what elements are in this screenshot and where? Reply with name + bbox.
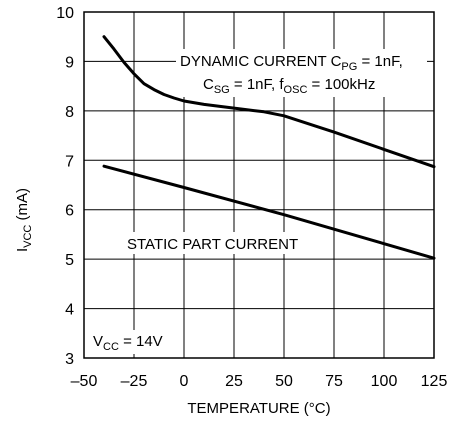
x-tick-label: 100 — [371, 373, 398, 390]
dyn2-c: = 100kHz — [307, 76, 375, 93]
vcc-a: V — [93, 333, 103, 350]
dynamic-annotation-line1: DYNAMIC CURRENT CPG = 1nF, — [180, 53, 403, 73]
vcc-sub: CC — [103, 341, 119, 353]
dyn2-sub1: SG — [214, 84, 230, 96]
y-tick-labels: 3 4 5 6 7 8 9 10 — [56, 5, 74, 368]
x-tick-label: 75 — [325, 373, 343, 390]
dyn1-sub: PG — [341, 61, 357, 73]
y-tick-label: 7 — [65, 153, 74, 170]
y-tick-label: 5 — [65, 252, 74, 269]
y-tick-label: 9 — [65, 54, 74, 71]
y-tick-label: 3 — [65, 351, 74, 368]
static-annotation: STATIC PART CURRENT — [127, 236, 298, 253]
y-axis-title-rest: (mA) — [14, 188, 31, 225]
x-axis-title: TEMPERATURE (°C) — [187, 400, 330, 417]
y-tick-label: 10 — [56, 5, 74, 22]
y-axis-title-sub: VCC — [22, 225, 34, 248]
y-axis-title-main: I — [14, 248, 31, 252]
static-annotation-background — [124, 232, 312, 254]
dyn2-a: C — [203, 76, 214, 93]
plot-frame — [83, 11, 435, 359]
x-tick-label: 125 — [421, 373, 448, 390]
dyn1-b: = 1nF, — [357, 53, 402, 70]
y-tick-label: 8 — [65, 104, 74, 121]
dyn2-b: = 1nF, f — [230, 76, 285, 93]
y-axis-title: IVCC (mA) — [14, 188, 34, 252]
vcc-annotation-background — [90, 330, 176, 354]
x-tick-label: –25 — [121, 373, 148, 390]
series — [102, 35, 436, 260]
x-tick-label: –50 — [71, 373, 98, 390]
x-tick-labels: –50 –25 0 25 50 75 100 125 — [71, 373, 448, 390]
vcc-b: = 14V — [119, 333, 163, 350]
y-tick-label: 4 — [65, 302, 74, 319]
y-tick-label: 6 — [65, 203, 74, 220]
dynamic-current-line — [102, 35, 436, 169]
dynamic-annotation-line2: CSG = 1nF, fOSC = 100kHz — [203, 76, 375, 96]
static-current-line — [102, 164, 436, 260]
annotation-background — [176, 49, 427, 97]
vcc-annotation: VCC = 14V — [93, 333, 163, 353]
x-tick-label: 0 — [180, 373, 189, 390]
dyn2-sub2: OSC — [284, 84, 308, 96]
x-tick-label: 25 — [225, 373, 243, 390]
dyn1-a: DYNAMIC CURRENT C — [180, 53, 342, 70]
x-tick-label: 50 — [275, 373, 293, 390]
